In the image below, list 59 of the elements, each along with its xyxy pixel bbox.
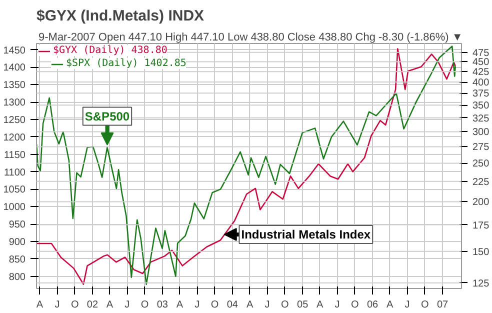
x-tick-label: A [106, 300, 114, 310]
x-tick-label: J [124, 300, 130, 310]
y-tick-label: 1050 [3, 184, 26, 196]
y-tick-label: 800 [8, 272, 26, 283]
x-tick-label: A [386, 300, 394, 310]
x-tick-label: J [194, 300, 200, 310]
x-tick-label: 02 [86, 300, 98, 310]
y2-tick-label: 425 [472, 67, 490, 78]
x-tick-label: A [316, 300, 324, 310]
y-tick-label: 900 [8, 236, 26, 248]
y2-tick-label: 375 [472, 88, 490, 100]
annotation: S&P500 [84, 109, 130, 124]
x-tick-label: A [176, 300, 184, 310]
x-tick-label: 03 [156, 300, 168, 310]
text: $GYX (Daily) 438.80 [53, 45, 168, 56]
x-tick-label: O [281, 300, 290, 310]
y-tick-label: 1400 [3, 62, 26, 74]
y2-tick-label: 275 [472, 142, 490, 154]
y2-tick-label: 225 [472, 176, 490, 188]
x-tick-label: 05 [297, 300, 309, 310]
y2-tick-label: 200 [472, 197, 490, 208]
legend-label: $SPX (Daily) 1402.85 [66, 58, 186, 69]
x-tick-label: 07 [436, 300, 449, 310]
chart-subtitle: 9-Mar-2007 Open 447.10 High 447.10 Low 438.80 Close 438.80 Chg -8.30 (-1.86%) ▼ [38, 32, 463, 44]
x-tick-label: J [264, 300, 270, 310]
y-tick-label: 1450 [3, 45, 26, 56]
y-tick-label: 950 [8, 220, 26, 231]
x-tick-label: A [36, 300, 44, 310]
chart-title: $GYX (Ind.Metals) INDX [36, 8, 204, 24]
x-tick-label: J [334, 300, 340, 310]
x-tick-label: 04 [226, 300, 238, 310]
x-tick-label: A [246, 300, 254, 310]
y2-tick-label: 400 [472, 78, 490, 89]
y-tick-label: 1350 [3, 80, 26, 92]
x-tick-label: O [351, 300, 360, 310]
y2-tick-label: 475 [472, 48, 490, 59]
x-tick-label: J [404, 300, 410, 310]
annotation: Industrial Metals Index [241, 227, 371, 242]
x-tick-label: O [140, 300, 149, 310]
y-tick-label: 1250 [3, 114, 26, 126]
x-tick-label: J [54, 300, 60, 310]
y2-tick-label: 125 [472, 278, 490, 290]
y-tick-label: 1100 [4, 167, 26, 178]
y2-tick-label: 300 [472, 127, 490, 138]
y-tick-label: 1200 [3, 132, 26, 144]
y-tick-label: 1000 [3, 202, 26, 214]
x-tick-label: O [70, 300, 79, 310]
x-tick-label: O [420, 300, 429, 310]
y2-tick-label: 250 [472, 158, 490, 170]
y2-tick-label: 450 [472, 57, 490, 68]
y-tick-label: 850 [8, 254, 26, 266]
y2-tick-label: 150 [472, 246, 490, 258]
y-tick-label: 1300 [3, 98, 26, 109]
y2-tick-label: 175 [472, 220, 490, 232]
y2-tick-label: 350 [472, 100, 490, 112]
x-tick-label: O [210, 300, 219, 310]
y2-tick-label: 325 [472, 113, 490, 124]
y-tick-label: 1150 [4, 150, 26, 161]
x-tick-label: 06 [366, 300, 379, 310]
